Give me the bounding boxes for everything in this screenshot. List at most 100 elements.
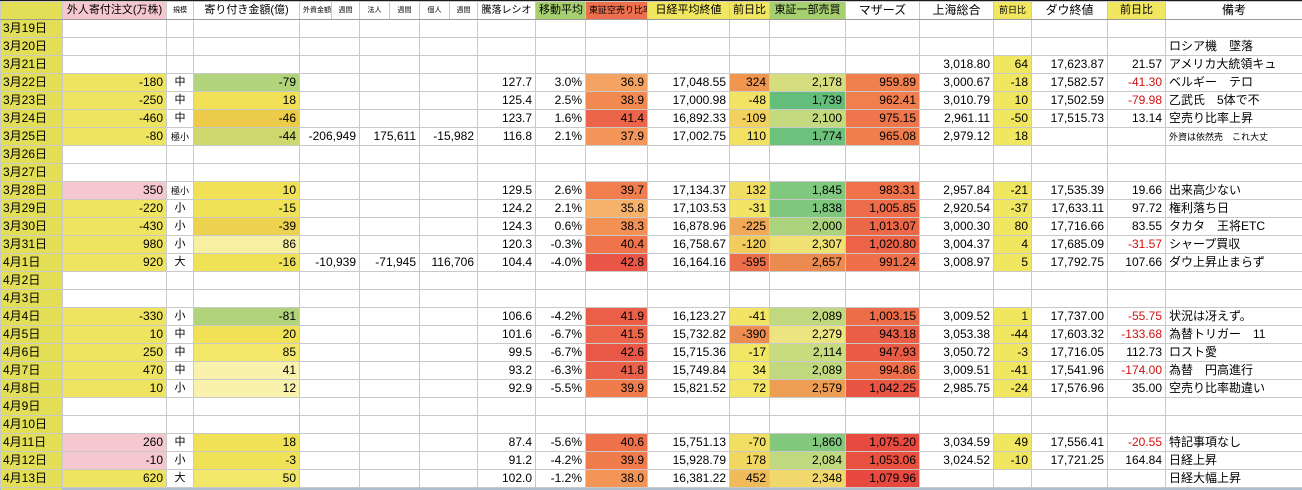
cell-sd[interactable] — [993, 145, 1032, 164]
cell-op[interactable] — [193, 37, 300, 56]
cell-ratio[interactable] — [477, 271, 536, 290]
header-foreign-order[interactable]: 外人寄付注文(万株) — [62, 1, 167, 20]
cell-hojin[interactable] — [359, 307, 420, 326]
cell-kojin[interactable] — [419, 325, 478, 344]
cell-sh[interactable] — [919, 397, 994, 416]
cell-sd[interactable]: -10 — [993, 451, 1032, 470]
cell-ratio[interactable] — [477, 397, 536, 416]
cell-short[interactable]: 39.9 — [585, 451, 648, 470]
cell-gaishi[interactable]: -10,939 — [299, 253, 360, 272]
cell-fg[interactable]: 10 — [62, 379, 167, 398]
cell-fg[interactable] — [62, 415, 167, 434]
cell-op[interactable]: 50 — [193, 469, 300, 488]
cell-remark[interactable]: アメリカ大統領キュ — [1165, 55, 1302, 74]
cell-nikkei[interactable] — [647, 145, 730, 164]
cell-nd[interactable]: 132 — [729, 181, 770, 200]
cell-short[interactable] — [585, 415, 648, 434]
cell-ratio[interactable]: 91.2 — [477, 451, 536, 470]
cell-sd[interactable]: 4 — [993, 235, 1032, 254]
cell-nd[interactable]: -17 — [729, 343, 770, 362]
cell-size[interactable]: 中 — [166, 433, 194, 452]
cell-dd[interactable] — [1107, 37, 1166, 56]
cell-dow[interactable]: 17,792.75 — [1031, 253, 1108, 272]
cell-nd[interactable]: 34 — [729, 361, 770, 380]
cell-date[interactable]: 4月9日 — [0, 397, 63, 416]
cell-op[interactable]: -16 — [193, 253, 300, 272]
cell-nd[interactable]: -31 — [729, 199, 770, 218]
cell-date[interactable]: 3月26日 — [0, 145, 63, 164]
cell-op[interactable] — [193, 163, 300, 182]
cell-short[interactable]: 39.9 — [585, 379, 648, 398]
cell-sd[interactable] — [993, 397, 1032, 416]
cell-ma[interactable] — [535, 55, 586, 74]
cell-nd[interactable]: -48 — [729, 91, 770, 110]
cell-sh[interactable]: 2,961.11 — [919, 109, 994, 128]
cell-mo[interactable]: 943.18 — [845, 325, 920, 344]
cell-size[interactable]: 大 — [166, 469, 194, 488]
cell-date[interactable]: 3月29日 — [0, 199, 63, 218]
cell-sd[interactable]: -24 — [993, 379, 1032, 398]
cell-sd[interactable]: -18 — [993, 73, 1032, 92]
cell-size[interactable]: 小 — [166, 307, 194, 326]
cell-vol[interactable] — [769, 415, 846, 434]
cell-kojin[interactable] — [419, 469, 478, 488]
cell-mo[interactable]: 1,003.15 — [845, 307, 920, 326]
cell-hojin[interactable] — [359, 289, 420, 308]
cell-vol[interactable]: 2,089 — [769, 361, 846, 380]
cell-size[interactable]: 極小 — [166, 181, 194, 200]
header-shanghai-diff[interactable]: 前日比 — [993, 1, 1032, 20]
cell-ratio[interactable]: 124.3 — [477, 217, 536, 236]
cell-dow[interactable]: 17,737.00 — [1031, 307, 1108, 326]
cell-op[interactable]: 20 — [193, 325, 300, 344]
cell-hojin[interactable] — [359, 325, 420, 344]
cell-dd[interactable]: -79.98 — [1107, 91, 1166, 110]
cell-dow[interactable] — [1031, 397, 1108, 416]
cell-op[interactable] — [193, 19, 300, 38]
cell-dow[interactable]: 17,716.66 — [1031, 217, 1108, 236]
cell-hojin[interactable]: 175,611 — [359, 127, 420, 146]
cell-mo[interactable] — [845, 55, 920, 74]
cell-dow[interactable]: 17,556.41 — [1031, 433, 1108, 452]
cell-dd[interactable] — [1107, 469, 1166, 488]
cell-size[interactable]: 小 — [166, 451, 194, 470]
cell-vol[interactable] — [769, 271, 846, 290]
cell-ratio[interactable]: 102.0 — [477, 469, 536, 488]
cell-op[interactable] — [193, 415, 300, 434]
header-individual[interactable]: 個人 — [419, 1, 450, 20]
cell-sd[interactable]: -21 — [993, 181, 1032, 200]
cell-mo[interactable]: 1,053.06 — [845, 451, 920, 470]
cell-remark[interactable]: 空売り比率勘違い — [1165, 379, 1302, 398]
cell-size[interactable]: 小 — [166, 199, 194, 218]
cell-dow[interactable] — [1031, 19, 1108, 38]
cell-dd[interactable]: -20.55 — [1107, 433, 1166, 452]
cell-nikkei[interactable]: 15,732.82 — [647, 325, 730, 344]
cell-dow[interactable] — [1031, 163, 1108, 182]
cell-gaishi[interactable] — [299, 217, 360, 236]
cell-kojin[interactable] — [419, 289, 478, 308]
cell-remark[interactable]: 状況は冴えず。 — [1165, 307, 1302, 326]
cell-mo[interactable]: 959.89 — [845, 73, 920, 92]
cell-nikkei[interactable]: 17,134.37 — [647, 181, 730, 200]
cell-ratio[interactable]: 106.6 — [477, 307, 536, 326]
cell-date[interactable]: 4月8日 — [0, 379, 63, 398]
cell-fg[interactable]: 470 — [62, 361, 167, 380]
cell-vol[interactable] — [769, 145, 846, 164]
cell-sh[interactable] — [919, 163, 994, 182]
header-updown-ratio[interactable]: 騰落レシオ — [477, 1, 536, 20]
cell-nikkei[interactable]: 15,751.13 — [647, 433, 730, 452]
cell-vol[interactable]: 1,774 — [769, 127, 846, 146]
cell-hojin[interactable] — [359, 433, 420, 452]
cell-kojin[interactable] — [419, 343, 478, 362]
cell-short[interactable]: 38.9 — [585, 91, 648, 110]
cell-mo[interactable]: 962.41 — [845, 91, 920, 110]
cell-short[interactable] — [585, 397, 648, 416]
cell-dd[interactable]: -31.57 — [1107, 235, 1166, 254]
cell-dd[interactable]: 97.72 — [1107, 199, 1166, 218]
header-size[interactable]: 規模 — [166, 1, 194, 20]
cell-nd[interactable]: -41 — [729, 307, 770, 326]
cell-gaishi[interactable] — [299, 415, 360, 434]
cell-kojin[interactable]: -15,982 — [419, 127, 478, 146]
cell-date[interactable]: 4月6日 — [0, 343, 63, 362]
cell-remark[interactable] — [1165, 19, 1302, 38]
cell-mo[interactable]: 965.08 — [845, 127, 920, 146]
